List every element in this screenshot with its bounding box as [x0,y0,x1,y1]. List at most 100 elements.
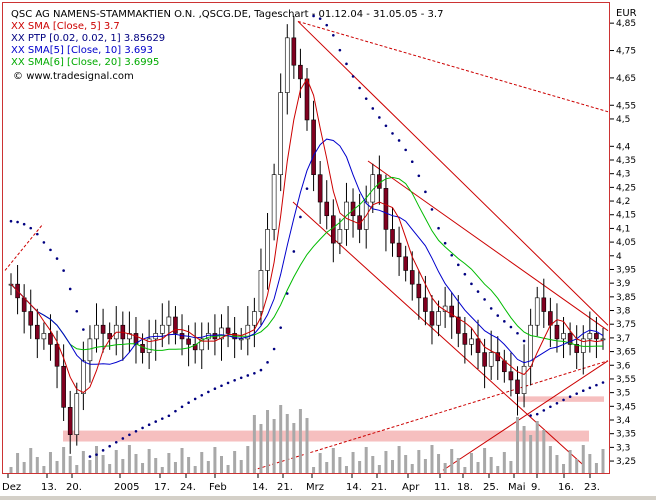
support-zone-mid [518,396,604,402]
volume-bar [358,461,362,473]
x-tick-label: 23. [584,482,600,493]
sma-20-line [10,176,603,351]
volume-bar [141,463,145,473]
ptp-dot [562,398,565,402]
candlestick [541,297,547,312]
candlestick [127,333,132,340]
ptp-dot [568,395,572,399]
ptp-dot [174,409,177,413]
y-tick-label: 4,65 [616,74,636,84]
candlestick [331,215,336,244]
x-tick-label: Apr [402,482,420,493]
ptp-dot [134,429,138,433]
ptp-dot [417,174,421,178]
candlestick [567,333,573,345]
chart-title: QSC AG NAMENS-STAMMAKTIEN O.N. ,QSCG.DE,… [11,9,444,20]
candlestick [488,352,494,367]
ptp-dot [430,208,434,211]
volume-bar [101,455,105,473]
volume-bar [252,415,256,473]
candlestick [278,92,283,175]
volume-bar [496,466,500,473]
ptp-dot [9,219,13,223]
volume-bar [331,448,335,473]
ptp-dot [299,215,302,219]
y-tick-label: 4,25 [616,183,636,193]
candlestick [87,338,93,362]
ptp-dot [285,292,289,295]
candlestick [159,324,165,334]
volume-bar [239,460,243,473]
ptp-dot [193,397,197,401]
candlestick [35,324,40,340]
volume-bar [266,410,270,473]
volume-bar [555,455,559,473]
ptp-dot [575,392,578,395]
x-tick-label: 25. [483,482,499,493]
volume-bar [226,465,230,473]
candlestick [449,305,455,318]
ptp-dot [332,33,335,37]
ptp-dot [595,383,598,387]
volume-bar [371,456,375,473]
volume-bar [410,464,414,473]
volume-bar [292,423,296,473]
ptp-dot [318,17,322,20]
volume-bar [377,465,381,473]
ptp-dot [529,414,532,417]
volume-bar [68,456,72,473]
ptp-dot [555,401,559,405]
candlestick [429,311,435,326]
ptp-dot [22,222,26,226]
volume-bar [298,409,302,473]
ptp-dot [601,381,605,384]
price-chart[interactable] [3,3,609,473]
ptp-dot [167,414,171,418]
ptp-dot [108,444,111,448]
volume-bar [219,456,223,473]
y-tick-label: 4 [616,252,622,262]
candlestick [54,344,60,367]
volume-bar [180,448,184,473]
x-tick-label: 17. [154,482,170,493]
ptp-dot [463,272,467,276]
x-tick-label: 11. [434,482,450,493]
volume-bar [62,447,66,473]
volume-bar [285,414,289,473]
volume-bar [417,450,421,473]
ptp-dot [49,248,52,252]
volume-bar [351,452,355,473]
candlestick [475,338,481,353]
candlestick [554,324,560,340]
y-tick-label: 3,8 [616,307,631,317]
ptp-dot [259,368,263,372]
candlestick [455,316,461,334]
volume-bar [48,452,52,473]
trendline-early [4,223,44,271]
channel-mid-line [367,160,609,332]
y-tick-label: 4,3 [616,170,630,180]
trendline-long-resistance [297,20,609,113]
candlestick [225,327,231,334]
volume-bar [430,445,434,473]
ptp-dot [443,241,447,245]
volume-bar [568,450,572,473]
candlestick [508,371,514,381]
candlestick [403,256,408,271]
support-trendline-2 [442,360,609,471]
candlestick [469,338,474,345]
y-tick-label: 3,95 [616,265,636,275]
ptp-dot [180,405,184,409]
volume-bar [147,449,151,473]
ptp-dot [128,433,131,437]
x-tick-label: 14. [252,482,268,493]
ptp-dot [384,124,388,128]
ptp-dot [220,384,223,388]
ptp-dot [101,449,105,452]
volume-bar [489,457,493,473]
candlestick [600,338,606,341]
plot-area[interactable]: QSC AG NAMENS-STAMMAKTIEN O.N. ,QSCG.DE,… [2,2,610,474]
watermark: © www.tradesignal.com [13,71,134,82]
x-tick-label: 18. [457,482,473,493]
y-tick-label: 4,75 [616,47,636,57]
